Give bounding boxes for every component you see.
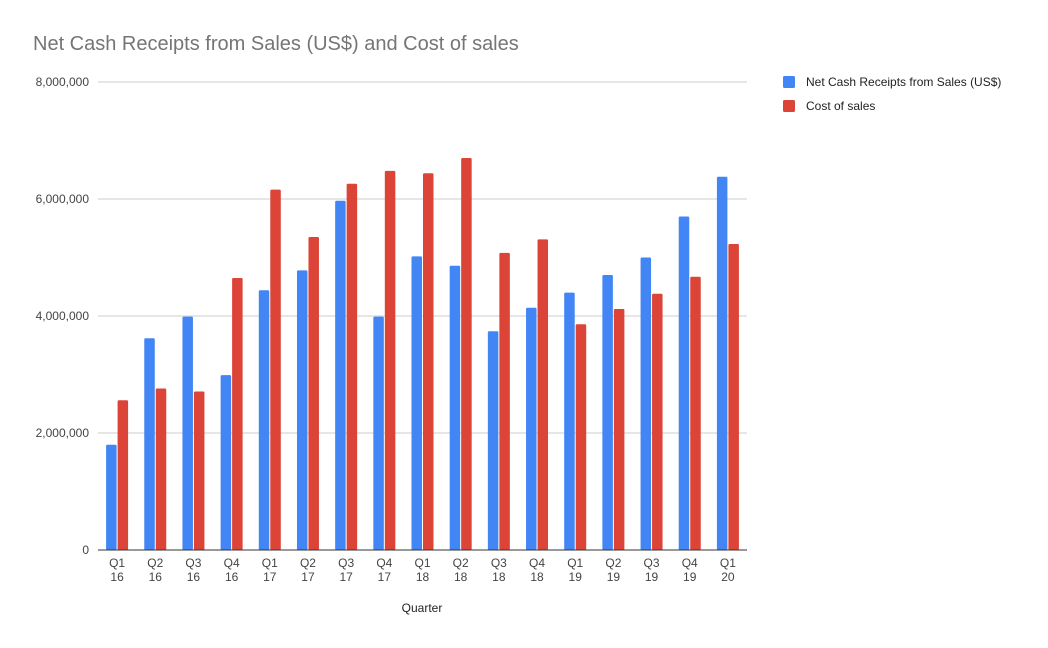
x-tick-label: Q1 17 [262, 556, 278, 584]
y-tick-label: 4,000,000 [36, 309, 90, 323]
bar-cost-of-sales [232, 277, 243, 550]
bar-cost-of-sales [461, 158, 472, 551]
bar-cost-of-sales [308, 237, 319, 550]
chart-title: Net Cash Receipts from Sales (US$) and C… [33, 33, 519, 55]
bar-cost-of-sales [384, 170, 396, 551]
bar-net-cash-receipts [449, 265, 461, 550]
bar-cost-of-sales [270, 189, 281, 550]
x-tick-label: Q2 17 [300, 556, 316, 584]
x-axis-title: Quarter [402, 601, 443, 615]
bar-net-cash-receipts [640, 257, 652, 550]
bar-cost-of-sales [499, 252, 510, 550]
x-tick-label: Q4 16 [224, 556, 240, 584]
x-axis-ticks: Q1 16 Q2 16 Q3 16 Q4 16 Q1 17 Q2 17 Q3 17 Q4 17 Q1 18 Q2 18… [109, 556, 736, 584]
x-tick-label: Q4 18 [529, 556, 545, 584]
bar-net-cash-receipts [373, 316, 384, 550]
bar-net-cash-receipts [564, 292, 575, 550]
bar-net-cash-receipts [144, 338, 155, 550]
x-tick-label: Q3 16 [185, 556, 201, 584]
x-tick-label: Q2 16 [147, 556, 163, 584]
y-tick-label: 2,000,000 [36, 426, 90, 440]
legend: Net Cash Receipts from Sales (US$) Cost o… [783, 75, 1001, 113]
x-tick-label: Q2 18 [453, 556, 469, 584]
x-tick-label: Q2 19 [605, 556, 621, 584]
bar-cost-of-sales [613, 308, 625, 550]
bar-cost-of-sales [155, 388, 167, 550]
bar-net-cash-receipts [678, 216, 690, 551]
bar-net-cash-receipts [602, 275, 613, 550]
bar-cost-of-sales [423, 173, 434, 550]
legend-label: Cost of sales [806, 99, 875, 113]
x-tick-label: Q3 19 [644, 556, 660, 584]
y-tick-label: 0 [82, 543, 89, 557]
bar-net-cash-receipts [220, 375, 232, 550]
x-tick-label: Q4 19 [682, 556, 698, 584]
bar-cost-of-sales [690, 276, 701, 550]
y-axis-ticks: 0 2,000,000 4,000,000 6,000,000 8,000,000 [36, 75, 90, 557]
bar-cost-of-sales [346, 183, 358, 551]
x-tick-label: Q1 18 [414, 556, 430, 584]
bar-cost-of-sales [117, 400, 129, 550]
legend-swatch [783, 76, 795, 88]
bar-cost-of-sales [652, 293, 663, 550]
legend-label: Net Cash Receipts from Sales (US$) [806, 75, 1001, 89]
y-tick-label: 8,000,000 [36, 75, 90, 89]
x-tick-label: Q3 18 [491, 556, 507, 584]
bar-net-cash-receipts [258, 290, 270, 550]
bar-net-cash-receipts [487, 331, 499, 550]
bar-net-cash-receipts [716, 176, 728, 550]
bar-cost-of-sales [575, 324, 587, 550]
y-tick-label: 6,000,000 [36, 192, 90, 206]
x-tick-label: Q3 17 [338, 556, 354, 584]
gridlines [98, 81, 747, 434]
bars [106, 158, 739, 551]
bar-net-cash-receipts [182, 316, 193, 550]
bar-cost-of-sales [728, 244, 739, 551]
x-tick-label: Q1 19 [567, 556, 583, 584]
bar-net-cash-receipts [106, 444, 117, 550]
legend-swatch [783, 100, 795, 112]
bar-net-cash-receipts [526, 307, 537, 550]
x-tick-label: Q1 16 [109, 556, 125, 584]
bar-cost-of-sales [537, 239, 549, 551]
bar-net-cash-receipts [335, 200, 346, 550]
bar-net-cash-receipts [411, 256, 422, 550]
x-tick-label: Q1 20 [720, 556, 736, 584]
bar-cost-of-sales [193, 391, 205, 550]
bar-net-cash-receipts [296, 270, 308, 550]
x-tick-label: Q4 17 [376, 556, 392, 584]
